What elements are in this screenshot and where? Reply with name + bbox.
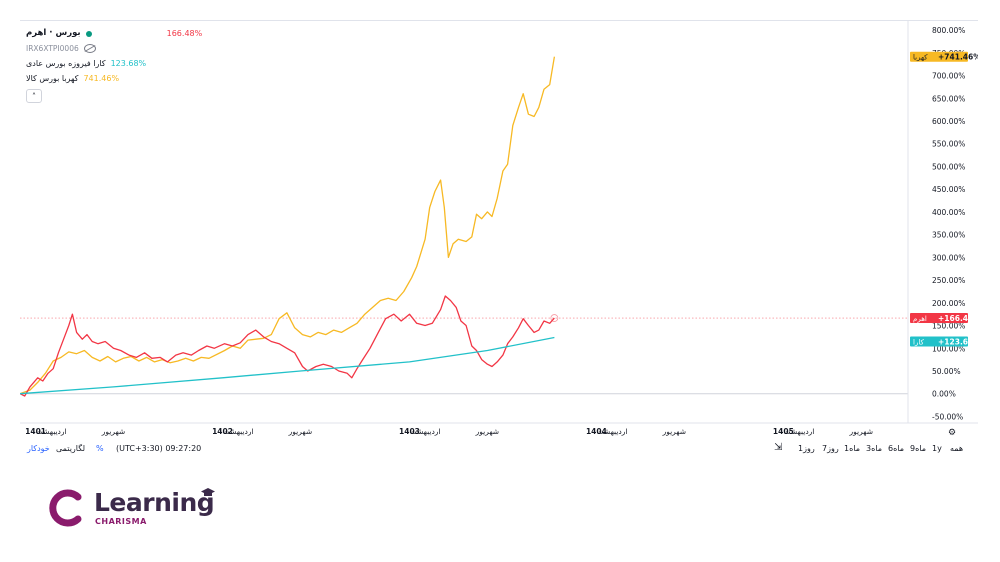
chart-svg[interactable]: -50.00% 0.00% 50.00% 100.00% 150.00% 200.00% 2… <box>20 21 978 441</box>
range-3m[interactable]: 3ماه <box>866 444 883 453</box>
kara-label: کارا فیروزه بورس عادی <box>26 59 106 68</box>
range-1y[interactable]: 1y <box>932 444 942 453</box>
series-line-ahrom <box>20 295 555 397</box>
main-code: IRX6XTPI0006 <box>26 44 79 53</box>
chart-legend: 166.48% بورس · اهرم IRX6XTPI0006 کارا فی… <box>26 26 202 103</box>
percent-scale-toggle[interactable]: % <box>96 444 104 453</box>
legend-main[interactable]: 166.48% بورس · اهرم <box>26 26 202 41</box>
goto-date-icon[interactable]: ⇲ <box>774 442 783 453</box>
kahroba-label: کهربا بورس کالا <box>26 74 79 83</box>
x-tick-label: اردیبهشت <box>597 427 628 436</box>
x-tick-label: 1401 <box>25 427 46 436</box>
y-tick-label: 700.00% <box>932 72 965 81</box>
series-name-tag: اهرم <box>913 315 927 323</box>
y-tick-label: 200.00% <box>932 299 965 308</box>
x-tick-label: شهریور <box>662 427 686 436</box>
range-1m[interactable]: 1ماه <box>844 444 861 453</box>
last-value-text: +166.48% <box>938 314 978 323</box>
range-9m[interactable]: 9ماه <box>910 444 927 453</box>
series-line-kara <box>20 336 555 395</box>
y-tick-label: 350.00% <box>932 231 965 240</box>
chart-area[interactable]: -50.00% 0.00% 50.00% 100.00% 150.00% 200.00% 2… <box>20 20 978 461</box>
y-tick-label: 600.00% <box>932 117 965 126</box>
x-tick-label: 1404 <box>586 427 607 436</box>
range-6m[interactable]: 6ماه <box>888 444 905 453</box>
y-tick-label: 300.00% <box>932 253 965 262</box>
y-tick-label: 250.00% <box>932 276 965 285</box>
x-tick-label: شهریور <box>288 427 312 436</box>
main-symbol: بورس · اهرم <box>26 28 81 38</box>
series-line-kahroba <box>20 56 556 395</box>
brand-c-icon <box>49 489 82 527</box>
y-tick-label: 0.00% <box>932 390 956 399</box>
last-value-text: +741.46% <box>938 53 978 62</box>
brand-subtitle: CHARISMA <box>95 517 147 526</box>
last-value-badge <box>910 313 968 324</box>
series-name-tag: کارا <box>913 339 924 347</box>
y-tick-label: -50.00% <box>932 412 963 421</box>
log-scale-toggle[interactable]: لگاریتمی <box>56 444 86 453</box>
settings-icon[interactable]: ⚙ <box>948 428 956 438</box>
last-point-marker <box>550 314 559 322</box>
x-tick-label: 1402 <box>212 427 233 436</box>
main-change: 166.48% <box>166 29 203 38</box>
legend-compare-kahroba[interactable]: کهربا بورس کالا 741.46% <box>26 71 202 86</box>
bottom-toolbar: خودکار لگاریتمی % (UTC+3:30) 09:27:20 ⇲ … <box>20 438 978 460</box>
y-tick-label: 400.00% <box>932 208 965 217</box>
y-tick-label: 50.00% <box>932 367 961 376</box>
x-tick-label: 1403 <box>399 427 420 436</box>
y-tick-label: 450.00% <box>932 185 965 194</box>
legend-compare-kara[interactable]: کارا فیروزه بورس عادی 123.68% <box>26 56 202 71</box>
brand-logo: Learning CHARISMA <box>48 488 228 528</box>
x-tick-label: شهریور <box>475 427 499 436</box>
x-tick-label: شهریور <box>101 427 125 436</box>
x-tick-label: اردیبهشت <box>36 427 67 436</box>
y-tick-label: 500.00% <box>932 162 965 171</box>
y-tick-label: 100.00% <box>932 344 965 353</box>
range-7d[interactable]: 7روز <box>822 444 839 453</box>
x-tick-label: 1405 <box>773 427 794 436</box>
status-dot-icon <box>85 30 92 37</box>
timezone-readout[interactable]: (UTC+3:30) 09:27:20 <box>116 444 202 453</box>
x-tick-label: اردیبهشت <box>410 427 441 436</box>
x-tick-label: شهریور <box>849 427 873 436</box>
last-value-badge <box>910 51 968 62</box>
hide-eye-icon[interactable] <box>83 44 96 53</box>
auto-scale-toggle[interactable]: خودکار <box>27 444 50 453</box>
last-value-badge <box>910 336 968 347</box>
range-all[interactable]: همه <box>950 444 964 453</box>
collapse-legend-button[interactable]: ˄ <box>26 89 42 103</box>
x-tick-label: اردیبهشت <box>783 427 814 436</box>
y-tick-label: 550.00% <box>932 140 965 149</box>
y-tick-label: 150.00% <box>932 322 965 331</box>
kara-change: 123.68% <box>110 59 147 68</box>
y-tick-label: 650.00% <box>932 94 965 103</box>
x-tick-label: اردیبهشت <box>223 427 254 436</box>
kahroba-change: 741.46% <box>83 74 120 83</box>
range-1d[interactable]: 1روز <box>798 444 815 453</box>
series-name-tag: کهربا <box>913 54 928 62</box>
brand-name: Learning <box>94 488 215 517</box>
last-value-text: +123.68% <box>938 338 978 347</box>
graduation-cap-icon <box>201 488 215 496</box>
y-tick-label: 800.00% <box>932 26 965 35</box>
